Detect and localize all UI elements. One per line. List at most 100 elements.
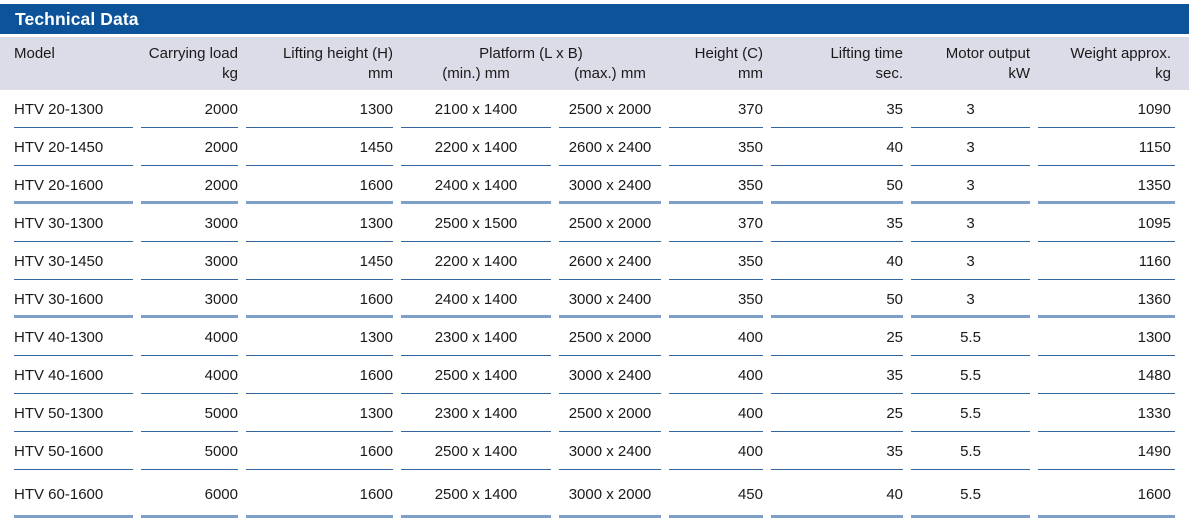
table-row: HTV 60-1600 6000 1600 2500 x 1400 3000 x… <box>14 470 1175 518</box>
cell-height: 350 <box>665 280 767 318</box>
table-row: HTV 30-1450 3000 1450 2200 x 1400 2600 x… <box>14 242 1175 280</box>
cell-model: HTV 20-1300 <box>14 90 137 128</box>
unit-platform-min: (min.) mm <box>442 65 510 82</box>
cell-carrying-load: 3000 <box>137 242 242 280</box>
cell-lifting-height: 1300 <box>242 318 397 356</box>
cell-motor-output: 3 <box>907 166 1034 204</box>
cell-carrying-load: 5000 <box>137 432 242 470</box>
cell-height: 400 <box>665 394 767 432</box>
cell-platform-min: 2200 x 1400 <box>397 128 555 166</box>
cell-platform-max: 3000 x 2400 <box>555 166 665 204</box>
cell-carrying-load: 2000 <box>137 128 242 166</box>
unit-model <box>14 64 137 83</box>
cell-lifting-height: 1450 <box>242 128 397 166</box>
cell-platform-max: 2500 x 2000 <box>555 394 665 432</box>
cell-weight: 1150 <box>1034 128 1175 166</box>
cell-lifting-height: 1600 <box>242 470 397 518</box>
cell-lifting-height: 1600 <box>242 432 397 470</box>
cell-platform-min: 2300 x 1400 <box>397 394 555 432</box>
cell-model: HTV 30-1300 <box>14 204 137 242</box>
unit-platform-max: (max.) mm <box>574 65 646 82</box>
header-lifting-height: Lifting height (H) <box>282 45 393 62</box>
cell-lifting-height: 1300 <box>242 90 397 128</box>
cell-weight: 1160 <box>1034 242 1175 280</box>
cell-carrying-load: 5000 <box>137 394 242 432</box>
cell-platform-max: 2500 x 2000 <box>555 204 665 242</box>
column-header-band: Model Carrying load Lifting height (H) P… <box>0 37 1189 90</box>
cell-weight: 1300 <box>1034 318 1175 356</box>
table-row: HTV 40-1300 4000 1300 2300 x 1400 2500 x… <box>14 318 1175 356</box>
cell-model: HTV 50-1300 <box>14 394 137 432</box>
unit-lifting-time: sec. <box>875 65 903 82</box>
cell-height: 350 <box>665 128 767 166</box>
cell-weight: 1600 <box>1034 470 1175 518</box>
table-body: HTV 20-1300 2000 1300 2100 x 1400 2500 x… <box>0 90 1189 518</box>
cell-platform-max: 3000 x 2000 <box>555 470 665 518</box>
unit-height: mm <box>738 65 763 82</box>
cell-height: 450 <box>665 470 767 518</box>
table-row: HTV 30-1600 3000 1600 2400 x 1400 3000 x… <box>14 280 1175 318</box>
header-motor-output: Motor output <box>945 45 1030 62</box>
cell-lifting-height: 1450 <box>242 242 397 280</box>
cell-motor-output: 3 <box>907 242 1034 280</box>
cell-motor-output: 3 <box>907 280 1034 318</box>
unit-lifting-height: mm <box>368 65 393 82</box>
cell-platform-max: 3000 x 2400 <box>555 356 665 394</box>
header-carrying-load: Carrying load <box>148 45 238 62</box>
cell-motor-output: 5.5 <box>907 318 1034 356</box>
cell-platform-max: 2500 x 2000 <box>555 318 665 356</box>
cell-height: 350 <box>665 166 767 204</box>
header-weight: Weight approx. <box>1070 45 1171 62</box>
cell-carrying-load: 3000 <box>137 280 242 318</box>
cell-height: 400 <box>665 432 767 470</box>
cell-motor-output: 3 <box>907 128 1034 166</box>
cell-weight: 1480 <box>1034 356 1175 394</box>
header-height: Height (C) <box>694 45 763 62</box>
table-row: HTV 20-1450 2000 1450 2200 x 1400 2600 x… <box>14 128 1175 166</box>
cell-height: 370 <box>665 204 767 242</box>
cell-platform-min: 2500 x 1400 <box>397 470 555 518</box>
cell-platform-min: 2200 x 1400 <box>397 242 555 280</box>
table-row: HTV 50-1300 5000 1300 2300 x 1400 2500 x… <box>14 394 1175 432</box>
cell-platform-max: 3000 x 2400 <box>555 280 665 318</box>
cell-weight: 1360 <box>1034 280 1175 318</box>
cell-platform-min: 2500 x 1500 <box>397 204 555 242</box>
cell-motor-output: 3 <box>907 204 1034 242</box>
cell-lifting-time: 50 <box>767 166 907 204</box>
cell-platform-min: 2100 x 1400 <box>397 90 555 128</box>
cell-lifting-time: 40 <box>767 242 907 280</box>
table-row: HTV 20-1600 2000 1600 2400 x 1400 3000 x… <box>14 166 1175 204</box>
cell-weight: 1090 <box>1034 90 1175 128</box>
cell-model: HTV 40-1600 <box>14 356 137 394</box>
table-row: HTV 50-1600 5000 1600 2500 x 1400 3000 x… <box>14 432 1175 470</box>
header-platform: Platform (L x B) <box>479 45 583 62</box>
technical-data-sheet: Technical Data Model Carrying load Lifti… <box>0 4 1189 518</box>
cell-platform-max: 3000 x 2400 <box>555 432 665 470</box>
cell-weight: 1350 <box>1034 166 1175 204</box>
cell-carrying-load: 2000 <box>137 166 242 204</box>
cell-lifting-height: 1600 <box>242 166 397 204</box>
table-row: HTV 20-1300 2000 1300 2100 x 1400 2500 x… <box>14 90 1175 128</box>
cell-height: 400 <box>665 318 767 356</box>
cell-carrying-load: 2000 <box>137 90 242 128</box>
unit-motor-output: kW <box>1008 65 1030 82</box>
cell-carrying-load: 4000 <box>137 318 242 356</box>
unit-carrying-load: kg <box>222 65 238 82</box>
cell-model: HTV 30-1600 <box>14 280 137 318</box>
cell-carrying-load: 3000 <box>137 204 242 242</box>
cell-motor-output: 5.5 <box>907 356 1034 394</box>
cell-model: HTV 20-1450 <box>14 128 137 166</box>
cell-platform-min: 2500 x 1400 <box>397 432 555 470</box>
cell-lifting-time: 35 <box>767 204 907 242</box>
cell-lifting-time: 25 <box>767 318 907 356</box>
cell-platform-max: 2600 x 2400 <box>555 242 665 280</box>
cell-lifting-time: 40 <box>767 470 907 518</box>
cell-lifting-time: 35 <box>767 356 907 394</box>
cell-weight: 1095 <box>1034 204 1175 242</box>
header-lifting-time: Lifting time <box>830 45 903 62</box>
cell-platform-min: 2400 x 1400 <box>397 166 555 204</box>
cell-lifting-time: 35 <box>767 90 907 128</box>
title-bar: Technical Data <box>0 4 1189 34</box>
cell-lifting-height: 1300 <box>242 394 397 432</box>
cell-motor-output: 5.5 <box>907 394 1034 432</box>
